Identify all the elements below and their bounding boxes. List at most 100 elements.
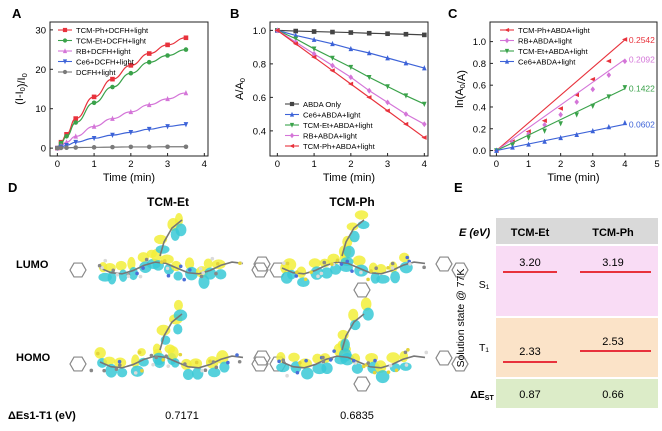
atom (386, 370, 391, 374)
legend-label-rb-abda-light: RB+ABDA+light (518, 37, 573, 46)
orbital-lobe-positive (94, 347, 106, 359)
data-point (574, 112, 580, 118)
atom (294, 274, 299, 278)
table-header-bg (496, 218, 658, 244)
data-point (165, 144, 170, 150)
atom (198, 266, 203, 271)
orbital-lobe-positive (360, 297, 372, 311)
atom (166, 273, 171, 278)
data-point (128, 63, 134, 68)
orbital-lobe-positive (173, 299, 183, 311)
data-point (526, 141, 531, 147)
data-point (73, 139, 79, 146)
y-axis-label-part: /A) (456, 70, 468, 84)
data-point (146, 101, 152, 108)
atom (117, 363, 122, 368)
atom (361, 364, 366, 369)
data-point (293, 36, 299, 42)
atom (390, 266, 395, 270)
legend-b: ABDA Only Ce6+ABDA+lightTCM-Et+ABDA+light… (285, 100, 376, 151)
orbital-lobe-positive (354, 210, 369, 220)
aromatic-ring (253, 350, 271, 366)
orbital-lobe-positive (282, 258, 297, 272)
data-point (64, 145, 69, 151)
atom (316, 274, 320, 279)
data-point (311, 46, 317, 52)
molecule-lumo-tcm-ph (251, 210, 469, 298)
data-point (91, 100, 97, 106)
y-axis-label-c: ln(A0/A) (454, 70, 468, 108)
atom (388, 363, 393, 368)
data-point (422, 121, 427, 128)
table-col-tcm-et: TCM-Et (511, 227, 550, 239)
data-point (110, 115, 115, 121)
aromatic-ring (435, 256, 453, 272)
y-axis-label-part: 0 (458, 84, 467, 88)
y-tick-label: 0.6 (473, 81, 486, 92)
orbital-lobe-negative (330, 263, 342, 275)
data-point (541, 118, 547, 124)
legend-marker (289, 132, 295, 139)
y-axis-label-part: A/A (234, 82, 246, 100)
aromatic-ring (251, 262, 269, 278)
atom (102, 368, 106, 373)
data-point (573, 92, 580, 98)
x-axis-label-a: Time (min) (103, 172, 155, 184)
aromatic-ring (69, 356, 87, 372)
data-point (494, 147, 499, 153)
atom (386, 265, 390, 270)
gap-value-table-tcm-ph: 0.66 (602, 389, 623, 401)
panel-letter-b: B (230, 6, 239, 21)
orbital-lobe-positive (312, 353, 323, 364)
y-axis-label-part: 0 (238, 78, 247, 82)
data-point (293, 32, 299, 38)
x-tick-label: 4 (422, 159, 427, 170)
data-point (366, 95, 372, 100)
atom (208, 359, 212, 364)
orbital-lobe-positive (156, 324, 171, 336)
atom (166, 364, 171, 368)
data-point (574, 99, 580, 105)
orbital-column-tcm-ph: TCM-Ph (329, 195, 374, 209)
data-point (366, 87, 372, 94)
data-point (183, 90, 189, 96)
y-axis-label-part: 0 (20, 73, 29, 77)
data-point (183, 47, 189, 52)
atom (295, 370, 300, 375)
data-point (590, 103, 596, 110)
atom (351, 358, 356, 363)
atom (304, 358, 308, 363)
atom (178, 264, 183, 269)
orbital-lobe-negative (357, 220, 370, 230)
data-point (292, 41, 299, 47)
y-tick-label: 1.0 (473, 37, 486, 48)
data-point (165, 124, 170, 130)
atom (328, 358, 333, 362)
t1-value-tcm-et: 2.33 (519, 346, 540, 358)
atom (215, 261, 220, 266)
data-point (55, 145, 60, 151)
orbital-lobe-negative (117, 367, 128, 378)
atom (238, 261, 242, 266)
legend-marker (504, 58, 510, 64)
data-point (510, 144, 515, 150)
atom (285, 373, 289, 378)
atom (390, 261, 395, 266)
data-point (422, 65, 427, 71)
x-tick-label: 4 (622, 159, 627, 170)
orbital-lobe-negative (173, 271, 183, 281)
atom (137, 350, 142, 355)
plot-frame-c (489, 21, 658, 157)
atom (194, 360, 199, 365)
atom (140, 368, 144, 373)
data-point (606, 124, 612, 130)
x-tick-label: 2 (348, 159, 353, 170)
panel-letter-a: A (12, 6, 22, 21)
data-point (110, 84, 115, 90)
atom (329, 262, 334, 266)
data-point (589, 77, 596, 82)
atom (162, 259, 167, 263)
aromatic-ring (435, 350, 453, 366)
y-axis-label-part: (I-I (14, 91, 26, 104)
